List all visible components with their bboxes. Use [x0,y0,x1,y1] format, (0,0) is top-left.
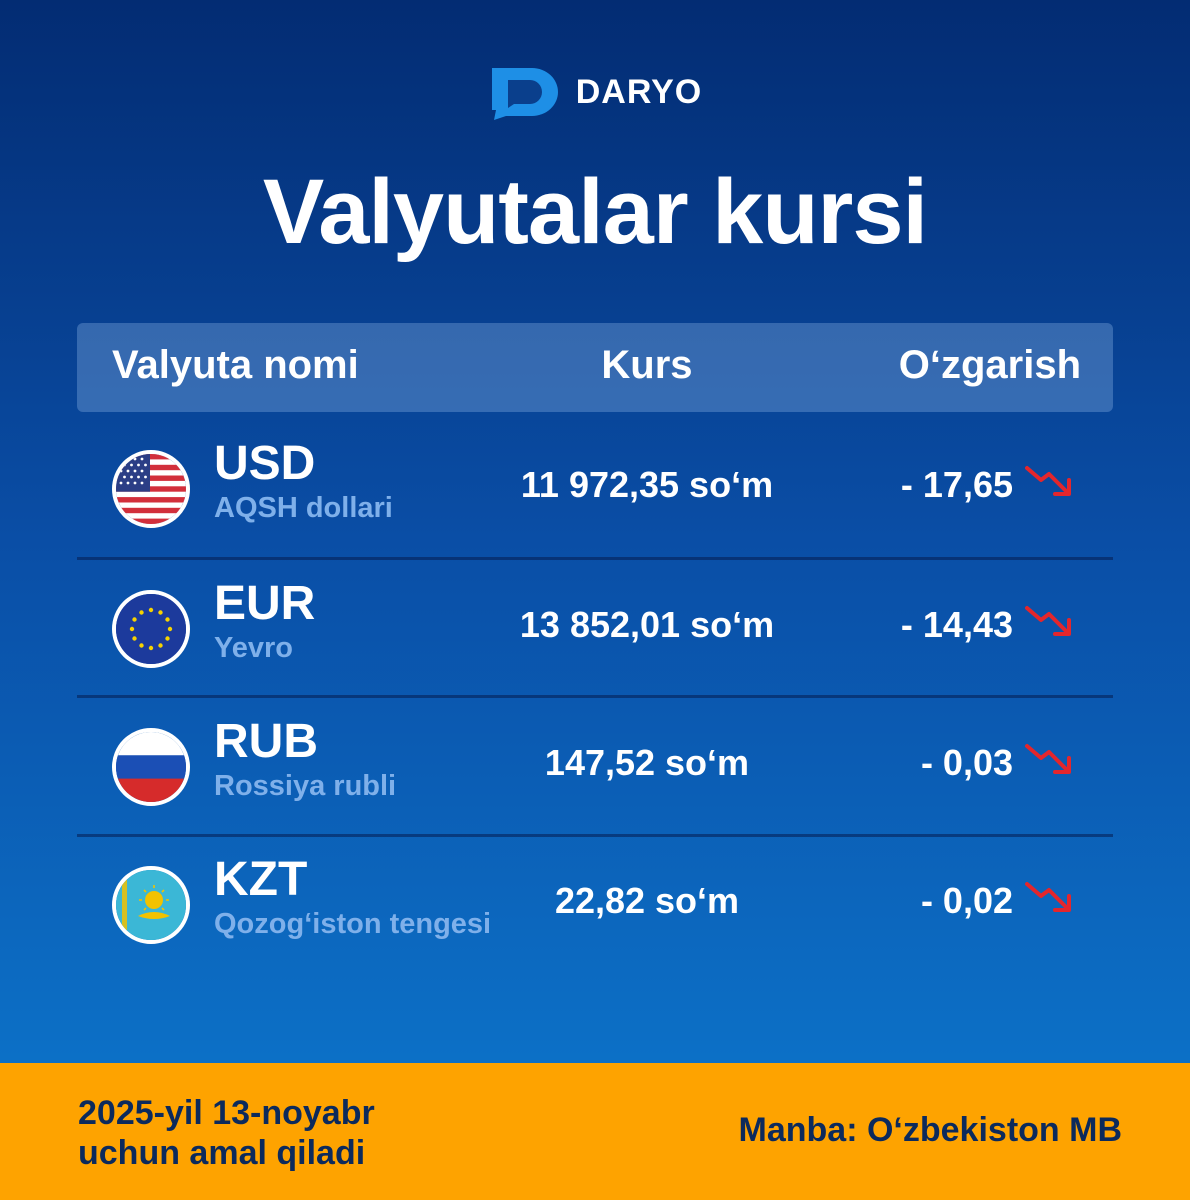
currency-name: Qozog‘iston tengesi [214,908,492,940]
page-title: Valyutalar kursi [262,161,928,263]
currency-change: - 0,02 [920,880,1013,921]
table-row: RUB Rossiya rubli 147,52 so‘m - 0,03 [77,698,1113,836]
trend-down-icon [1025,466,1071,496]
currency-name: Rossiya rubli [214,770,397,802]
validity-date-line1: 2025-yil 13-noyabr [78,1094,375,1132]
currency-change: - 14,43 [900,604,1013,645]
row-divider [77,695,1113,698]
currency-rate: 11 972,35 so‘m [520,464,774,505]
header-rate: Kurs [601,343,693,387]
kz-flag-icon [112,866,190,944]
brand-name: DARYO [575,72,703,111]
brand-logo: DARYO [0,64,1190,120]
trend-down-icon [1025,882,1071,912]
table-row: USD AQSH dollari 11 972,35 so‘m - 17,65 [77,420,1113,558]
currency-rate: 22,82 so‘m [554,880,740,921]
currency-code: RUB [214,715,318,768]
trend-down-icon [1025,606,1071,636]
currency-rate: 13 852,01 so‘m [519,604,775,645]
currency-code: KZT [214,853,308,906]
table-row: EUR Yevro 13 852,01 so‘m - 14,43 [77,560,1113,698]
daryo-logo-icon [491,68,558,120]
data-source: Manba: O‘zbekiston MB [738,1111,1122,1149]
currency-name: Yevro [214,632,293,664]
currency-change: - 0,03 [920,742,1013,783]
header-currency-name: Valyuta nomi [112,343,359,387]
currency-rate: 147,52 so‘m [544,742,750,783]
trend-down-icon [1025,744,1071,774]
table-row: KZT Qozog‘iston tengesi 22,82 so‘m - 0,0… [77,836,1113,974]
us-flag-icon [112,450,190,528]
currency-code: EUR [214,577,316,630]
ru-flag-icon [112,728,190,806]
eu-flag-icon [112,590,190,668]
currency-code: USD [214,437,316,490]
header-change: O‘zgarish [898,343,1081,387]
table-header: Valyuta nomi Kurs O‘zgarish [77,323,1113,412]
footer-bar: 2025-yil 13-noyabr uchun amal qiladi Man… [0,1063,1190,1200]
validity-date: 2025-yil 13-noyabr uchun amal qiladi [78,1093,375,1173]
row-divider [77,557,1113,560]
validity-date-line2: uchun amal qiladi [78,1134,366,1172]
currency-name: AQSH dollari [214,492,393,524]
row-divider [77,834,1113,837]
currency-change: - 17,65 [900,464,1013,505]
